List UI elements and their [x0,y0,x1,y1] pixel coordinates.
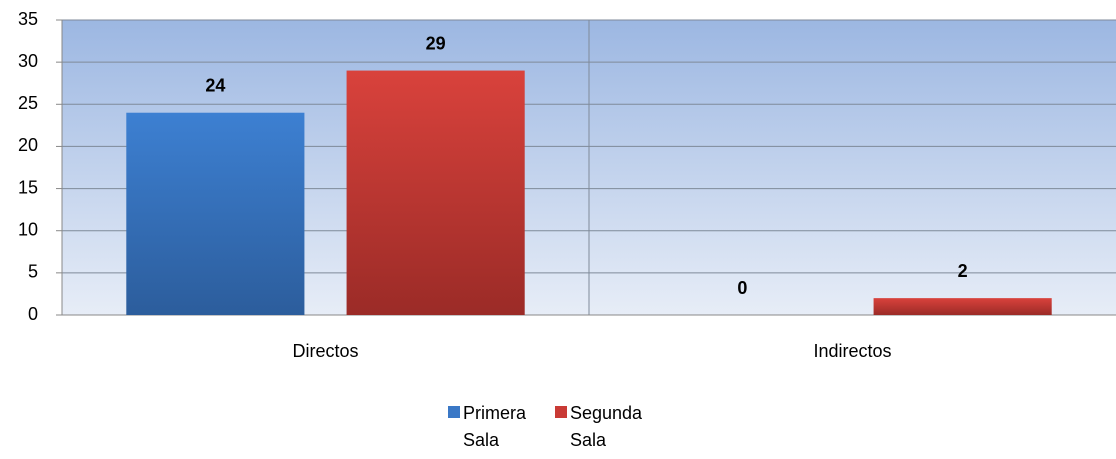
y-tick-label: 35 [18,9,38,29]
data-label: 0 [737,278,747,298]
legend-swatch [555,406,567,418]
y-tick-label: 15 [18,177,38,197]
y-tick-label: 5 [28,262,38,282]
legend: Primera Sala Segunda Sala [448,400,642,454]
legend-swatch [448,406,460,418]
bar [126,112,305,315]
data-label: 24 [205,75,225,95]
legend-item: Primera Sala [448,400,535,454]
bar [873,298,1052,315]
legend-label: Segunda Sala [570,403,643,450]
chart: 0 5 10 15 20 25 30 35 Directos 24 29 Indirectos 0 2 [18,9,1116,361]
x-tick-label: Indirectos [813,341,891,361]
y-tick-label: 30 [18,51,38,71]
y-tick-label: 0 [28,304,38,324]
legend-item: Segunda Sala [555,400,642,454]
legend-label: Primera Sala [463,403,527,450]
y-tick-label: 20 [18,135,38,155]
data-label: 2 [958,261,968,281]
x-tick-label: Directos [292,341,358,361]
y-tick-label: 25 [18,93,38,113]
data-label: 29 [426,33,446,53]
y-tick-label: 10 [18,219,38,239]
bar [346,70,525,315]
